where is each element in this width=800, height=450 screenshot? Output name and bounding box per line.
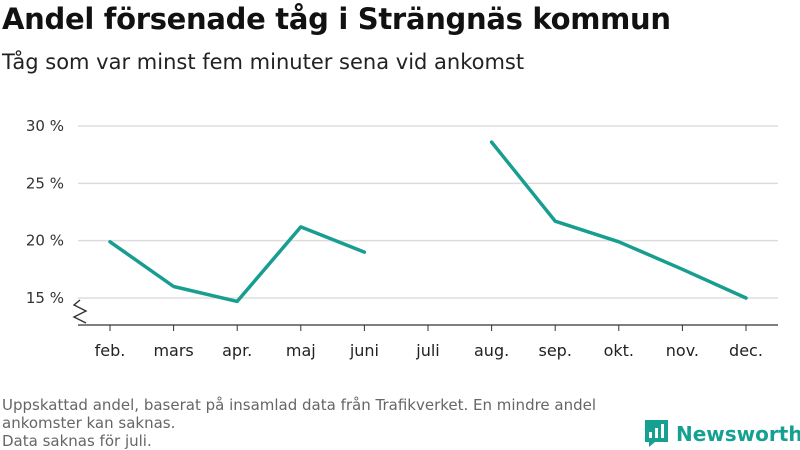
x-tick-label: mars: [153, 341, 193, 360]
series-line: [108, 225, 367, 304]
brand-logo: Newsworthy: [645, 420, 800, 447]
x-tick-label: nov.: [666, 341, 699, 360]
x-tick-label: apr.: [222, 341, 252, 360]
line-chart: 15 % 20 % 25 % 30 % feb. mars apr. maj juni juli…: [26, 117, 778, 360]
series-lines: [108, 140, 748, 304]
y-tick-label: 15 %: [26, 289, 64, 307]
footnote-line-1: Uppskattad andel, baserat på insamlad da…: [2, 396, 597, 414]
gridlines: [78, 125, 778, 299]
x-tick-label: sep.: [538, 341, 571, 360]
axis-break-icon: [72, 299, 88, 324]
chart-subtitle: Tåg som var minst fem minuter sena vid a…: [2, 50, 525, 74]
x-tick-label: okt.: [604, 341, 634, 360]
brand-name: Newsworthy: [676, 421, 800, 446]
y-tick-label: 30 %: [26, 117, 64, 135]
x-tick-label: juni: [349, 341, 379, 360]
y-axis: 15 % 20 % 25 % 30 %: [26, 117, 64, 307]
footnote-line-3: Data saknas för juli.: [2, 432, 152, 450]
x-tick-label: dec.: [729, 341, 763, 360]
x-tick-label: juli: [415, 341, 439, 360]
x-axis: [72, 299, 778, 331]
x-tick-label: feb.: [95, 341, 126, 360]
y-tick-label: 25 %: [26, 174, 64, 192]
footnote-line-2: ankomster kan saknas.: [2, 414, 176, 432]
x-tick-labels: feb. mars apr. maj juni juli aug. sep. okt. nov. d…: [95, 341, 763, 360]
series-line: [489, 140, 748, 300]
newsworthy-logo-icon: [645, 420, 668, 447]
x-tick-label: aug.: [474, 341, 509, 360]
x-tick-label: maj: [286, 341, 316, 360]
y-tick-label: 20 %: [26, 232, 64, 250]
chart-footnote: Uppskattad andel, baserat på insamlad da…: [2, 396, 642, 450]
chart-title: Andel försenade tåg i Strängnäs kommun: [2, 2, 671, 36]
